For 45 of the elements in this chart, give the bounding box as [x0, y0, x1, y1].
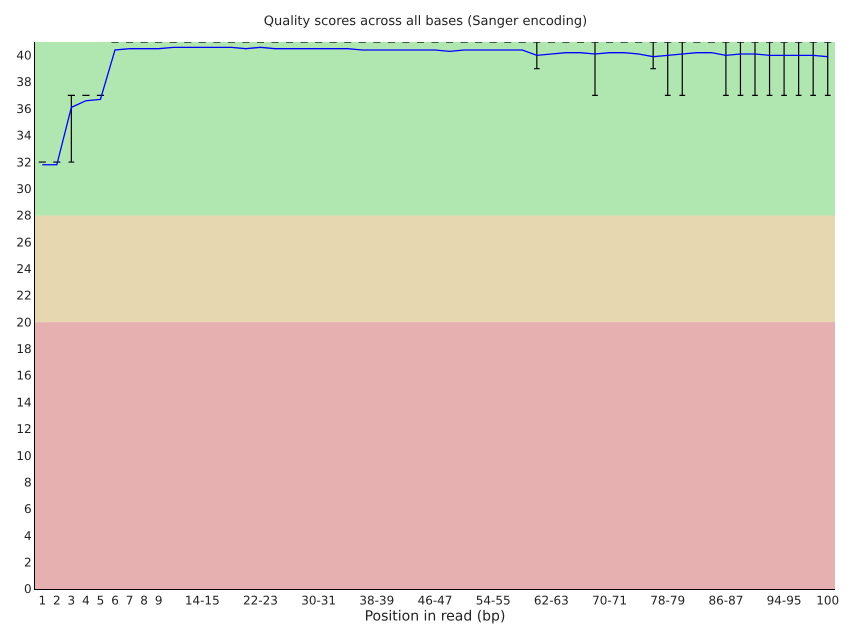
y-tick-label: 12 — [16, 422, 32, 436]
y-tick-label: 36 — [16, 102, 32, 116]
x-tick-label: 3 — [68, 593, 76, 608]
y-tick-label: 18 — [16, 342, 32, 356]
x-tick-label: 2 — [53, 593, 61, 608]
x-tick-label: 46-47 — [418, 593, 452, 608]
x-tick-label: 7 — [126, 593, 134, 608]
x-tick-label: 1 — [38, 593, 46, 608]
x-tick-label: 8 — [140, 593, 148, 608]
y-tick-label: 10 — [16, 448, 32, 463]
y-tick-label: 24 — [16, 262, 32, 276]
x-tick-label: 86-87 — [708, 593, 744, 608]
x-tick-label: 38-39 — [359, 593, 394, 608]
line-series — [42, 46, 828, 166]
x-tick-label: 70-71 — [592, 593, 627, 608]
x-tick-label: 100 — [816, 593, 840, 608]
x-tick-label: 62-63 — [534, 593, 569, 608]
y-tick-label: 8 — [24, 475, 32, 490]
y-tick-label: 28 — [16, 208, 32, 223]
x-tick-label: 6 — [111, 593, 119, 608]
x-tick-label: 30-31 — [301, 593, 336, 608]
y-tick-label: 32 — [16, 155, 32, 170]
y-tick-label: 40 — [16, 48, 32, 63]
x-tick-label: 9 — [154, 593, 162, 608]
y-tick-label: 16 — [16, 368, 32, 383]
x-tick-label: 78-79 — [650, 593, 686, 608]
x-tick-label: 4 — [82, 593, 90, 608]
y-tick-label: 4 — [24, 528, 32, 543]
y-tick-label: 6 — [24, 502, 32, 516]
y-tick-label: 14 — [16, 395, 32, 410]
y-tick-label: 38 — [16, 75, 32, 90]
y-tick-label: 34 — [16, 128, 32, 143]
x-tick-label: 54-55 — [476, 593, 511, 608]
chart-title: Quality scores across all bases (Sanger encoding) — [264, 14, 588, 30]
x-axis-title: Position in read (bp) — [364, 608, 506, 625]
y-tick-label: 20 — [16, 315, 32, 330]
x-tick-label: 22-23 — [243, 593, 278, 608]
y-tick-label: 22 — [16, 288, 32, 303]
y-tick-label: 30 — [16, 182, 32, 196]
x-tick-label: 94-95 — [766, 593, 802, 608]
y-tick-label: 2 — [24, 556, 32, 570]
y-tick-label: 0 — [24, 582, 32, 596]
x-tick-label: 5 — [96, 593, 104, 608]
x-tick-label: 14-15 — [184, 593, 220, 608]
y-tick-label: 26 — [16, 235, 32, 250]
